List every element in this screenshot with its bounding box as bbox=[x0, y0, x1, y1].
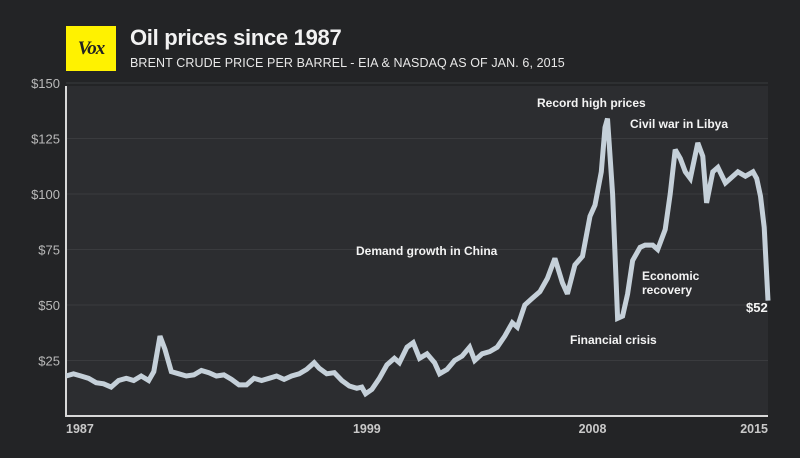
y-axis: $25 $50 $75 $100 $125 $150 bbox=[31, 76, 67, 416]
annotations: Record high prices Civil war in Libya De… bbox=[356, 96, 768, 347]
x-tick-label: 2015 bbox=[740, 422, 768, 436]
vox-logo: Vox bbox=[66, 26, 116, 71]
y-tick-label: $125 bbox=[31, 132, 60, 147]
annotation-recovery-line1: Economic bbox=[642, 269, 700, 283]
series-group bbox=[65, 117, 771, 398]
chart-subtitle: BRENT CRUDE PRICE PER BARREL - EIA & NAS… bbox=[130, 56, 565, 70]
annotation-financial-crisis: Financial crisis bbox=[570, 333, 657, 347]
y-tick-label: $25 bbox=[38, 354, 60, 369]
y-tick-label: $150 bbox=[31, 76, 60, 91]
x-tick-label: 2008 bbox=[579, 422, 607, 436]
logo-text: Vox bbox=[77, 37, 106, 59]
price-line bbox=[65, 117, 771, 398]
annotation-record-high: Record high prices bbox=[537, 96, 646, 110]
annotation-latest-price: $52 bbox=[746, 300, 768, 315]
annotation-libya: Civil war in Libya bbox=[630, 117, 728, 131]
gridlines bbox=[66, 82, 768, 361]
y-tick-label: $100 bbox=[31, 187, 60, 202]
y-tick-label: $50 bbox=[38, 298, 60, 313]
annotation-china: Demand growth in China bbox=[356, 244, 498, 258]
y-tick-label: $75 bbox=[38, 243, 60, 258]
chart-title: Oil prices since 1987 bbox=[130, 25, 342, 50]
x-tick-label: 1987 bbox=[66, 422, 94, 436]
annotation-recovery-line2: recovery bbox=[642, 283, 692, 297]
x-axis: 1987 1999 2008 2015 bbox=[65, 415, 768, 436]
x-tick-label: 1999 bbox=[353, 422, 381, 436]
